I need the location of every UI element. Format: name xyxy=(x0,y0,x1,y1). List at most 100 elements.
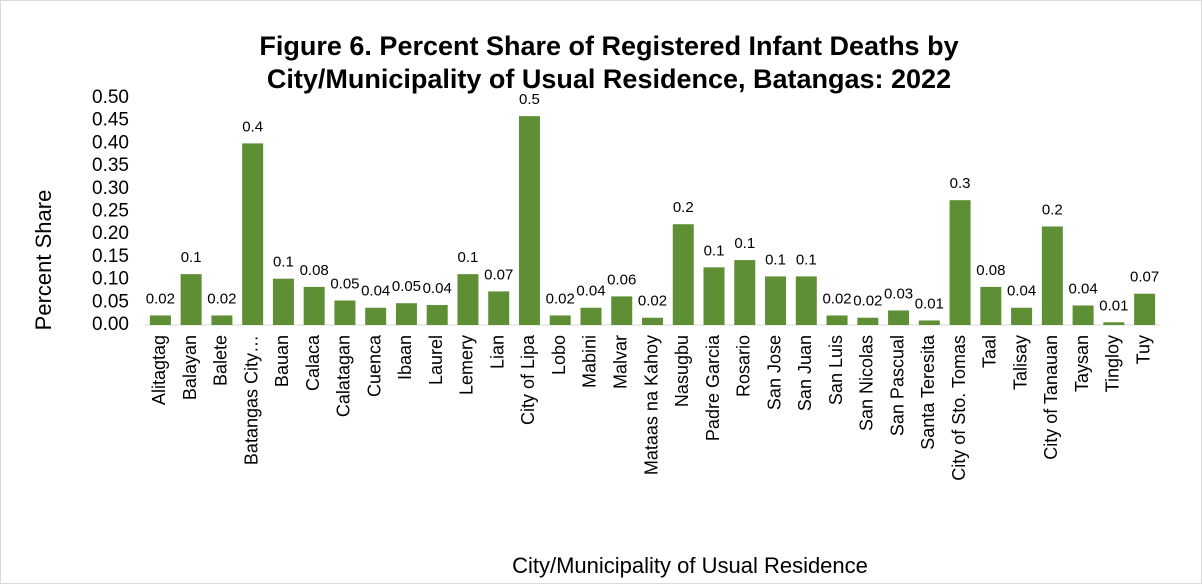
bar xyxy=(180,274,202,325)
data-label: 0.02 xyxy=(146,290,175,307)
x-tick-label: Bauan xyxy=(272,335,292,387)
x-tick-label: Calaca xyxy=(303,334,323,391)
data-label: 0.08 xyxy=(976,262,1005,279)
data-label: 0.02 xyxy=(546,290,575,307)
data-label: 0.08 xyxy=(300,262,329,279)
x-tick-label: San Nicolas xyxy=(857,335,877,431)
bar xyxy=(1041,226,1063,325)
bar xyxy=(672,224,694,325)
bar xyxy=(457,274,479,325)
x-tick-label: Tuy xyxy=(1133,335,1153,364)
bar xyxy=(826,315,848,325)
bar xyxy=(242,143,264,325)
bar xyxy=(611,296,633,325)
bar xyxy=(334,300,356,325)
x-tick-label: Batangas City… xyxy=(241,335,261,465)
y-tick-label: 0.35 xyxy=(92,155,129,176)
x-tick-label: Taysan xyxy=(1072,335,1092,392)
x-tick-label: Lemery xyxy=(457,335,477,395)
y-tick-label: 0.10 xyxy=(92,269,129,290)
data-label: 0.02 xyxy=(853,293,882,310)
bar xyxy=(426,305,448,325)
y-tick-label: 0.15 xyxy=(92,246,129,267)
x-tick-label: Padre Garcia xyxy=(703,334,723,441)
x-tick-label: San Pascual xyxy=(887,335,907,436)
bar xyxy=(549,315,571,325)
bar xyxy=(211,315,233,325)
y-tick-label: 0.25 xyxy=(92,201,129,222)
bar xyxy=(303,286,325,325)
data-label: 0.04 xyxy=(1069,280,1098,297)
data-label: 0.2 xyxy=(673,199,694,216)
data-label: 0.04 xyxy=(361,283,390,300)
y-tick-label: 0.05 xyxy=(92,291,129,312)
bar xyxy=(395,303,417,325)
data-label: 0.1 xyxy=(796,251,817,268)
bar xyxy=(918,320,940,325)
x-tick-label: Tingloy xyxy=(1103,335,1123,392)
bar xyxy=(1072,305,1094,325)
bar xyxy=(795,276,817,325)
bar xyxy=(765,276,787,325)
x-tick-label: Ibaan xyxy=(395,335,415,380)
x-tick-label: San Juan xyxy=(795,335,815,411)
data-label: 0.04 xyxy=(576,283,605,300)
x-tick-label: Laurel xyxy=(426,335,446,385)
chart-title: Figure 6. Percent Share of Registered In… xyxy=(259,31,959,94)
data-label: 0.02 xyxy=(822,290,851,307)
data-label: 0.1 xyxy=(704,242,725,259)
x-tick-label: Talisay xyxy=(1010,335,1030,390)
data-label: 0.4 xyxy=(242,118,263,135)
x-tick-label: San Luis xyxy=(826,335,846,405)
y-tick-label: 0.30 xyxy=(92,178,129,199)
bar xyxy=(488,291,510,325)
x-tick-label: Santa Teresita xyxy=(918,334,938,450)
bar xyxy=(518,116,540,325)
data-label: 0.1 xyxy=(273,254,294,271)
y-tick-label: 0.50 xyxy=(92,87,129,108)
x-tick-label: Cuenca xyxy=(364,334,384,397)
bar xyxy=(149,315,171,325)
data-label: 0.1 xyxy=(181,249,202,266)
x-tick-label: Alitagtag xyxy=(149,335,169,405)
bar xyxy=(1134,293,1156,325)
bar xyxy=(580,307,602,325)
bar xyxy=(642,317,663,325)
x-tick-label: Mataas na Kahoy xyxy=(641,335,661,475)
data-label: 0.2 xyxy=(1042,201,1063,218)
data-label: 0.07 xyxy=(484,266,513,283)
x-tick-label: City of Lipa xyxy=(518,334,538,425)
x-tick-label: Calatagan xyxy=(334,335,354,417)
bar xyxy=(980,286,1002,325)
data-label: 0.04 xyxy=(1007,283,1036,300)
bar xyxy=(272,278,294,325)
x-tick-label: Lian xyxy=(487,335,507,369)
data-label: 0.05 xyxy=(392,278,421,295)
x-axis-label: City/Municipality of Usual Residence xyxy=(512,553,868,578)
x-tick-label: Malvar xyxy=(610,335,630,389)
x-tick-label: Balayan xyxy=(180,335,200,400)
x-tick-label: Rosario xyxy=(734,335,754,397)
y-axis-label: Percent Share xyxy=(31,190,56,331)
x-tick-label: Nasugbu xyxy=(672,335,692,407)
bar xyxy=(703,267,725,325)
x-tick-label: Lobo xyxy=(549,335,569,375)
x-tick-label: Mabini xyxy=(580,335,600,388)
bar xyxy=(1103,322,1125,325)
x-tick-label: Balete xyxy=(211,335,231,386)
y-tick-label: 0.00 xyxy=(92,314,129,335)
bar xyxy=(734,260,756,325)
bar xyxy=(1011,307,1033,325)
data-label: 0.1 xyxy=(458,249,479,266)
data-label: 0.3 xyxy=(950,175,971,192)
data-label: 0.05 xyxy=(330,275,359,292)
y-tick-label: 0.20 xyxy=(92,223,129,244)
data-label: 0.07 xyxy=(1130,269,1159,286)
x-tick-label: City of Tanauan xyxy=(1041,335,1061,460)
data-label: 0.01 xyxy=(915,295,944,312)
bar xyxy=(888,310,910,325)
data-label: 0.5 xyxy=(519,91,540,108)
x-tick-label: Taal xyxy=(980,335,1000,368)
data-label: 0.02 xyxy=(638,293,667,310)
